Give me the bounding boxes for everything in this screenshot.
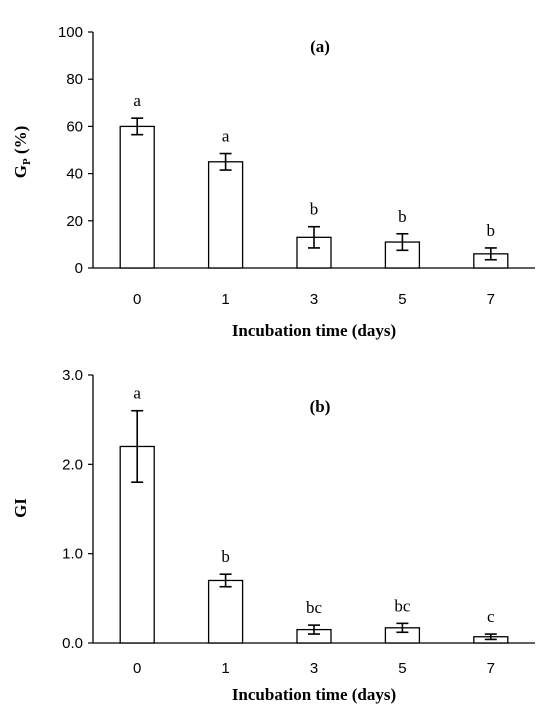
panel-b-chart: 0.0 1.0 2.0 3.0 a 0 b 1 bc 3 bc 5 c 7 Incubation time … <box>11 367 535 704</box>
y-tick-label: 60 <box>66 118 83 135</box>
x-tick-label: 7 <box>487 291 495 308</box>
x-tick-label: 3 <box>310 291 318 308</box>
bar <box>119 125 155 269</box>
x-tick-label: 5 <box>398 291 406 308</box>
y-axis-title-main: G <box>11 165 30 178</box>
y-tick-label: 2.0 <box>62 456 83 473</box>
y-tick-label: 20 <box>66 213 83 230</box>
y-tick-label: 3.0 <box>62 367 83 384</box>
y-tick-label: 100 <box>58 24 83 41</box>
x-tick-label: 0 <box>133 660 141 677</box>
bar <box>207 161 244 269</box>
significance-label: a <box>222 127 230 146</box>
bar <box>296 236 332 269</box>
y-axis-title: GP (%) <box>11 126 33 179</box>
significance-label: a <box>133 384 141 403</box>
x-axis-title: Incubation time (days) <box>232 321 396 340</box>
significance-label: b <box>221 547 230 566</box>
significance-label: b <box>310 200 319 219</box>
x-axis-title: Incubation time (days) <box>232 685 396 704</box>
x-tick-label: 5 <box>398 660 406 677</box>
x-tick-label: 3 <box>310 660 318 677</box>
y-axis-title-subscript: P <box>21 158 33 165</box>
panel-a-chart: 0 20 40 60 80 100 a 0 a 1 b 3 b 5 b 7 Incubation time (d… <box>11 24 535 340</box>
x-tick-label: 7 <box>487 660 495 677</box>
significance-label: b <box>487 221 496 240</box>
y-tick-label: 40 <box>66 166 83 183</box>
x-tick-label: 0 <box>133 291 141 308</box>
significance-label: bc <box>394 596 411 615</box>
x-tick-label: 1 <box>221 291 229 308</box>
panel-label: (b) <box>310 397 331 416</box>
significance-label: bc <box>306 598 323 617</box>
bar <box>384 241 421 269</box>
y-tick-label: 0 <box>75 260 83 277</box>
bar <box>207 579 244 644</box>
y-axis-title-main: GI <box>11 498 30 518</box>
significance-label: a <box>133 91 141 110</box>
y-axis-title: GI <box>11 498 30 518</box>
y-axis-title-unit: (%) <box>11 126 30 159</box>
significance-label: b <box>398 207 407 226</box>
x-tick-label: 1 <box>221 660 229 677</box>
panel-label: (a) <box>310 37 330 56</box>
significance-label: c <box>487 607 495 626</box>
y-tick-label: 0.0 <box>62 635 83 652</box>
y-tick-label: 1.0 <box>62 546 83 563</box>
y-tick-label: 80 <box>66 71 83 88</box>
